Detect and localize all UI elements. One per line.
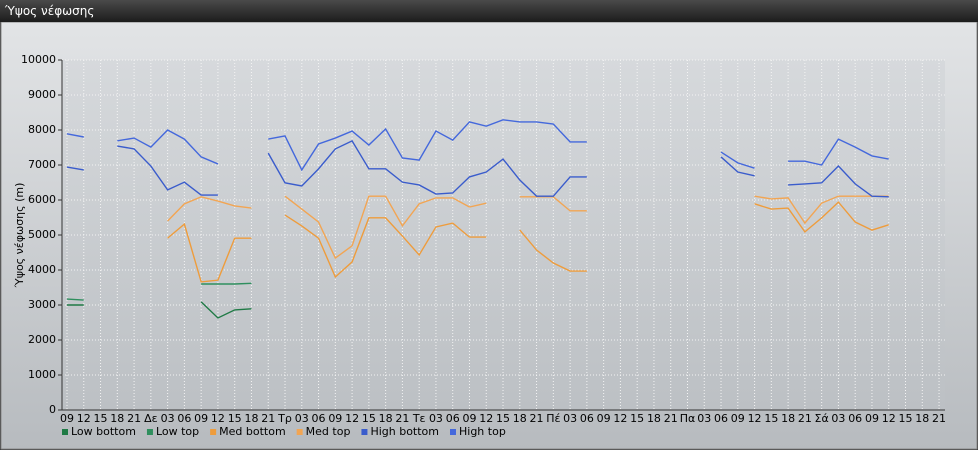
y-tick-label: 8000 [28,123,56,136]
x-tick-label: 09 [194,412,208,425]
x-tick-label: 18 [915,412,929,425]
x-tick-label: 21 [127,412,141,425]
x-tick-label: 15 [496,412,510,425]
x-tick-label: 06 [446,412,460,425]
y-tick-label: 9000 [28,88,56,101]
x-tick-label: 18 [244,412,258,425]
x-tick-label: 03 [429,412,443,425]
legend-label: High bottom [370,425,439,438]
series-line [66,119,889,172]
y-tick-label: 4000 [28,263,56,276]
x-tick-label: 09 [60,412,74,425]
series-line [67,301,252,319]
x-tick-label: 12 [613,412,627,425]
legend-swatch [296,429,303,435]
y-tick-label: 2000 [28,333,56,346]
y-tick-label: 6000 [28,193,56,206]
x-tick-label: 18 [379,412,393,425]
x-tick-label: 09 [865,412,879,425]
y-axis-label: Ύψος νέφωσης (m) [13,183,26,289]
x-tick-label: 03 [831,412,845,425]
x-tick-label: 15 [362,412,376,425]
x-tick-label: 09 [462,412,476,425]
legend-label: High top [459,425,506,438]
y-tick-label: 0 [49,403,56,416]
x-tick-label: 03 [295,412,309,425]
x-tick-label: Τε [412,412,426,425]
x-tick-label: 03 [697,412,711,425]
legend-label: Med top [306,425,351,438]
x-tick-label: 18 [781,412,795,425]
x-tick-label: 09 [328,412,342,425]
legend-label: Med bottom [219,425,286,438]
y-tick-label: 1000 [28,368,56,381]
chart: Ύψος νέφωσης (m) 0 1000 2000 3000 4000 5000 60… [0,22,978,450]
x-tick-label: 18 [513,412,527,425]
y-tick-label: 3000 [28,298,56,311]
legend-swatch [62,429,68,435]
x-tick-label: 15 [94,412,108,425]
x-tick-label: 21 [798,412,812,425]
x-tick-label: Πέ [546,412,560,425]
y-tick-label: 7000 [28,158,56,171]
x-tick-label: 06 [848,412,862,425]
x-tick-label: 09 [731,412,745,425]
x-tick-label: Τρ [277,412,292,425]
series-line [167,195,889,260]
legend-swatch [361,429,368,435]
x-tick-label: 15 [228,412,242,425]
x-tick-label: 12 [77,412,91,425]
legend-label: Low bottom [71,425,136,438]
x-tick-label: Πα [680,412,696,425]
x-tick-label: 21 [932,412,946,425]
x-tick-label: 12 [211,412,225,425]
series-line [66,282,252,301]
x-tick-label: 09 [597,412,611,425]
x-tick-label: 12 [479,412,493,425]
x-tick-label: 12 [882,412,896,425]
x-tick-label: 15 [899,412,913,425]
x-tick-label: 03 [161,412,175,425]
y-tick-label: 10000 [21,53,56,66]
x-tick-label: 06 [177,412,191,425]
x-tick-label: 15 [764,412,778,425]
x-tick-label: 18 [647,412,661,425]
x-tick-label: 06 [714,412,728,425]
x-tick-label: 03 [563,412,577,425]
x-tick-label: 21 [530,412,544,425]
legend-swatch [210,429,217,435]
legend-swatch [146,429,153,435]
legend-label: Low top [156,425,199,438]
x-tick-label: 06 [312,412,326,425]
x-tick-label: 12 [748,412,762,425]
x-tick-label: 21 [261,412,275,425]
x-tick-label: Σά [815,412,829,425]
x-tick-label: 18 [110,412,124,425]
x-tick-label: 06 [580,412,594,425]
x-tick-label: 21 [395,412,409,425]
y-tick-label: 5000 [28,228,56,241]
legend-swatch [450,429,456,435]
series-line [66,139,889,198]
x-tick-label: 12 [345,412,359,425]
series-line [167,201,889,283]
x-tick-label: Δε [144,412,158,425]
x-tick-label: 21 [664,412,678,425]
window-title: Ύψος νέφωσης [0,0,978,22]
x-tick-label: 15 [630,412,644,425]
